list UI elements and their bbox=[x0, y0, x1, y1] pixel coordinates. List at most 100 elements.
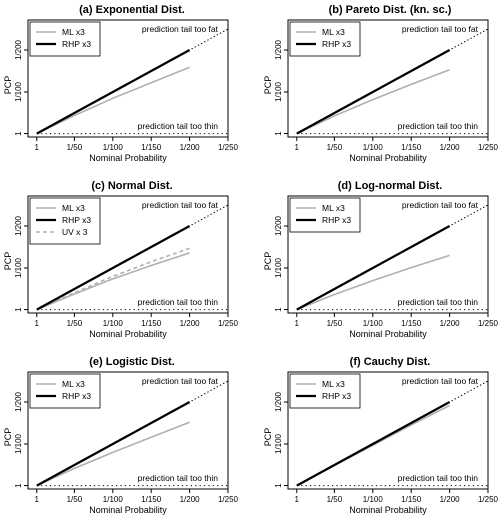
legend-label: RHP x3 bbox=[322, 39, 351, 49]
legend-label: RHP x3 bbox=[322, 215, 351, 225]
y-tick-label: 1/100 bbox=[274, 81, 283, 102]
chart-title: (f) Cauchy Dist. bbox=[350, 356, 431, 368]
data-layer bbox=[36, 28, 228, 135]
legend-box bbox=[289, 197, 361, 233]
legend-label: ML x3 bbox=[322, 203, 345, 213]
x-tick-label: 1/250 bbox=[478, 495, 499, 504]
x-tick-label: 1/200 bbox=[440, 319, 461, 328]
x-tick-label: 1/200 bbox=[180, 143, 201, 152]
series-line bbox=[296, 254, 450, 311]
chart-panel-6: (f) Cauchy Dist. 1 1/50 1/100 1/150 1/200 1/25… bbox=[263, 356, 499, 515]
annotation-tail-too-fat: prediction tail too fat bbox=[402, 24, 479, 34]
data-layer bbox=[296, 28, 488, 135]
chart-panel-5: (e) Logistic Dist. 1 1/50 1/100 1/150 1/200 1/… bbox=[3, 356, 239, 515]
y-tick-label: 1/200 bbox=[14, 215, 23, 236]
legend-box bbox=[289, 21, 361, 57]
legend-label: RHP x3 bbox=[62, 215, 91, 225]
annotation-tail-too-fat: prediction tail too fat bbox=[402, 376, 479, 386]
chart-panel-4: (d) Log-normal Dist. 1 1/50 1/100 1/150 1/200… bbox=[263, 180, 499, 339]
x-tick-label: 1/100 bbox=[363, 319, 384, 328]
x-tick-label: 1 bbox=[35, 319, 40, 328]
y-tick-label: 1/200 bbox=[274, 391, 283, 412]
y-tick-label: 1/200 bbox=[14, 391, 23, 412]
legend: ML x3 RHP x3 bbox=[289, 197, 361, 233]
y-axis-label: PCP bbox=[3, 252, 13, 271]
x-tick-label: 1/200 bbox=[180, 495, 201, 504]
y-axis-label: PCP bbox=[3, 76, 13, 95]
x-tick-label: 1/100 bbox=[103, 495, 124, 504]
plot-frame bbox=[27, 19, 229, 138]
chart-panel-1: (a) Exponential Dist. 1 1/50 1/100 1/150 1/20… bbox=[3, 4, 239, 163]
x-tick-label: 1/200 bbox=[440, 143, 461, 152]
x-tick-label: 1/100 bbox=[363, 143, 384, 152]
x-axis-label: Nominal Probability bbox=[89, 329, 167, 339]
series-line bbox=[36, 225, 191, 311]
plot-frame bbox=[27, 195, 229, 314]
x-tick-label: 1 bbox=[295, 319, 300, 328]
chart-panel-2: (b) Pareto Dist. (kn. sc.) 1 1/50 1/100 1/15… bbox=[263, 4, 499, 163]
legend-label: ML x3 bbox=[62, 27, 85, 37]
chart-panel-3: (c) Normal Dist. 1 1/50 1/100 1/150 1/200 1/25… bbox=[3, 180, 239, 339]
y-axis-label: PCP bbox=[263, 76, 273, 95]
x-tick-label: 1/50 bbox=[67, 319, 83, 328]
chart-title: (c) Normal Dist. bbox=[91, 180, 172, 192]
plot-frame bbox=[287, 19, 489, 138]
legend-label: UV x 3 bbox=[62, 227, 88, 237]
annotation-tail-too-fat: prediction tail too fat bbox=[142, 200, 219, 210]
series-line bbox=[36, 401, 191, 487]
x-tick-label: 1/150 bbox=[141, 319, 162, 328]
x-tick-label: 1/100 bbox=[103, 319, 124, 328]
y-tick-label: 1 bbox=[14, 483, 23, 488]
y-tick-label: 1 bbox=[274, 483, 283, 488]
annotation-tail-too-thin: prediction tail too thin bbox=[398, 297, 479, 307]
legend-box bbox=[29, 373, 101, 409]
y-tick-label: 1/100 bbox=[14, 433, 23, 454]
y-tick-label: 1 bbox=[14, 307, 23, 312]
y-axis-label: PCP bbox=[3, 428, 13, 447]
data-layer bbox=[296, 380, 488, 487]
chart-title: (e) Logistic Dist. bbox=[89, 356, 175, 368]
data-layer bbox=[36, 204, 228, 311]
y-tick-label: 1 bbox=[274, 307, 283, 312]
legend-label: RHP x3 bbox=[62, 391, 91, 401]
annotation-tail-too-fat: prediction tail too fat bbox=[142, 376, 219, 386]
series-line bbox=[296, 401, 451, 487]
data-layer bbox=[296, 204, 488, 311]
legend: ML x3 RHP x3 bbox=[29, 21, 101, 57]
series-line bbox=[36, 421, 190, 487]
y-axis-label: PCP bbox=[263, 428, 273, 447]
series-line bbox=[296, 225, 451, 311]
x-tick-label: 1/250 bbox=[218, 143, 239, 152]
annotation-tail-too-thin: prediction tail too thin bbox=[398, 473, 479, 483]
legend-box bbox=[29, 21, 101, 57]
annotation-tail-too-thin: prediction tail too thin bbox=[138, 297, 219, 307]
series-line bbox=[296, 68, 450, 135]
plot-frame bbox=[287, 195, 489, 314]
x-tick-label: 1/150 bbox=[141, 143, 162, 152]
x-axis-label: Nominal Probability bbox=[89, 153, 167, 163]
legend-label: ML x3 bbox=[62, 203, 85, 213]
legend-label: ML x3 bbox=[322, 27, 345, 37]
x-axis-label: Nominal Probability bbox=[89, 505, 167, 515]
x-tick-label: 1/200 bbox=[180, 319, 201, 328]
plot-frame bbox=[287, 371, 489, 490]
x-tick-label: 1/100 bbox=[363, 495, 384, 504]
data-layer bbox=[36, 380, 228, 487]
y-tick-label: 1/100 bbox=[14, 257, 23, 278]
legend: ML x3 RHP x3 UV x 3 bbox=[29, 197, 101, 245]
annotation-tail-too-thin: prediction tail too thin bbox=[138, 473, 219, 483]
annotation-tail-too-thin: prediction tail too thin bbox=[138, 121, 219, 131]
x-tick-label: 1/50 bbox=[327, 143, 343, 152]
x-axis-label: Nominal Probability bbox=[349, 153, 427, 163]
series-line bbox=[36, 49, 191, 135]
x-tick-label: 1/250 bbox=[478, 319, 499, 328]
x-tick-label: 1/200 bbox=[440, 495, 461, 504]
x-tick-label: 1/250 bbox=[218, 495, 239, 504]
x-tick-label: 1/50 bbox=[327, 319, 343, 328]
legend-box bbox=[289, 373, 361, 409]
x-tick-label: 1/150 bbox=[401, 143, 422, 152]
legend: ML x3 RHP x3 bbox=[289, 373, 361, 409]
chart-title: (a) Exponential Dist. bbox=[79, 4, 185, 16]
x-tick-label: 1/50 bbox=[327, 495, 343, 504]
